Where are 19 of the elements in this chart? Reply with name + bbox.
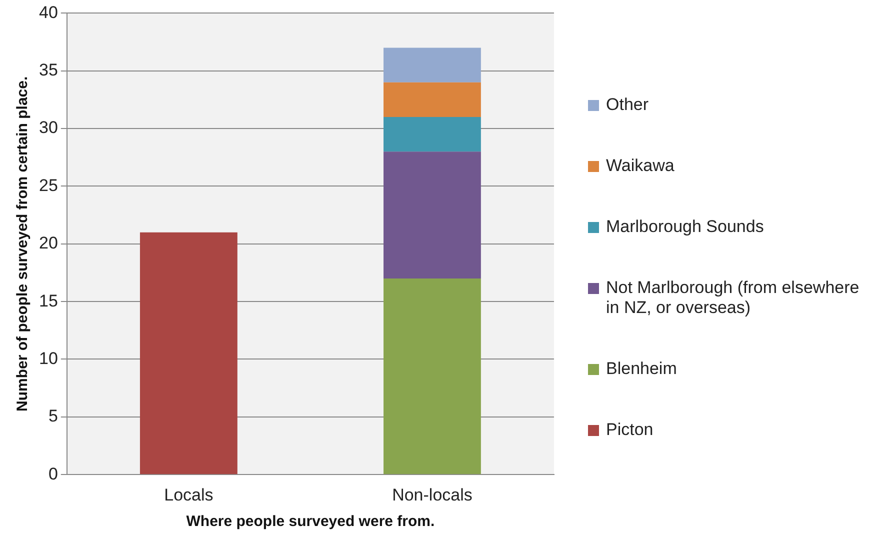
y-tick-label: 0: [48, 464, 58, 484]
y-tick-label: 40: [38, 2, 58, 22]
legend-label: Not Marlborough (from elsewhere in NZ, or overseas): [606, 278, 860, 318]
legend-label: Picton: [606, 420, 654, 440]
y-tick-label: 20: [38, 234, 58, 253]
y-tick-label: 5: [48, 406, 58, 426]
y-tick-label: 10: [38, 348, 58, 368]
x-axis-title: Where people surveyed were from.: [186, 513, 435, 530]
y-tick-label: 35: [38, 60, 58, 80]
legend-label: Waikawa: [606, 156, 674, 176]
legend-label: Blenheim: [606, 358, 677, 379]
legend-label: Marlborough Sounds: [606, 217, 764, 238]
x-tick-label: Non-locals: [392, 485, 472, 504]
x-tick-label: Locals: [164, 485, 214, 504]
y-tick-label: 25: [38, 176, 58, 195]
legend-label: Other: [606, 95, 649, 116]
y-tick-label: 30: [38, 118, 58, 138]
y-tick-label: 15: [38, 291, 58, 310]
y-axis-title: Number of people surveyed from certain place.: [14, 76, 32, 412]
